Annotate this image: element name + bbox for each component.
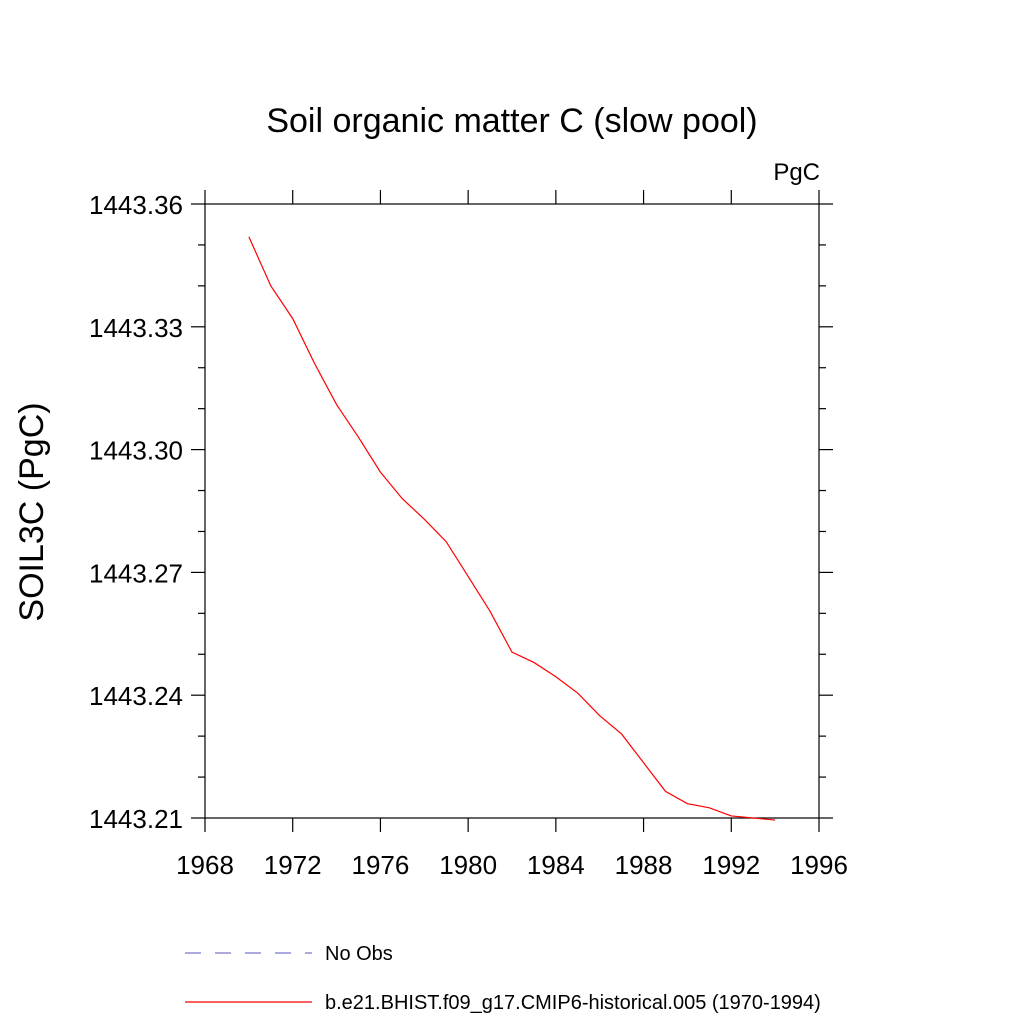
x-tick-label: 1972 bbox=[264, 850, 322, 880]
units-label: PgC bbox=[773, 159, 820, 186]
x-tick-label: 1988 bbox=[615, 850, 673, 880]
legend: No Obs b.e21.BHIST.f09_g17.CMIP6-histori… bbox=[185, 943, 821, 1014]
x-tick-label: 1968 bbox=[176, 850, 234, 880]
x-tick-label: 1992 bbox=[702, 850, 760, 880]
x-tick-label: 1996 bbox=[790, 850, 848, 880]
series-layer bbox=[248, 236, 776, 821]
y-tick-label: 1443.33 bbox=[89, 313, 183, 343]
series-line-historical bbox=[248, 236, 776, 821]
y-tick-label: 1443.27 bbox=[89, 558, 183, 588]
y-tick-label: 1443.21 bbox=[89, 804, 183, 834]
x-axis-ticks: 1968 1972 1976 1980 1984 1988 1992 1996 bbox=[176, 190, 848, 880]
x-tick-label: 1980 bbox=[439, 850, 497, 880]
plot-frame bbox=[204, 203, 820, 819]
y-tick-label: 1443.24 bbox=[89, 681, 183, 711]
legend-label-historical: b.e21.BHIST.f09_g17.CMIP6-historical.005… bbox=[325, 992, 821, 1014]
y-axis-label: SOIL3C (PgC) bbox=[13, 402, 51, 621]
y-axis-ticks: 1443.21 1443.24 1443.27 1443.30 1443.33 1443.… bbox=[89, 190, 833, 834]
x-tick-label: 1984 bbox=[527, 850, 585, 880]
y-tick-label: 1443.30 bbox=[89, 436, 183, 466]
legend-label-no-obs: No Obs bbox=[325, 943, 393, 965]
y-tick-label: 1443.36 bbox=[89, 190, 183, 220]
x-tick-label: 1976 bbox=[352, 850, 410, 880]
chart-title: Soil organic matter C (slow pool) bbox=[266, 102, 757, 140]
